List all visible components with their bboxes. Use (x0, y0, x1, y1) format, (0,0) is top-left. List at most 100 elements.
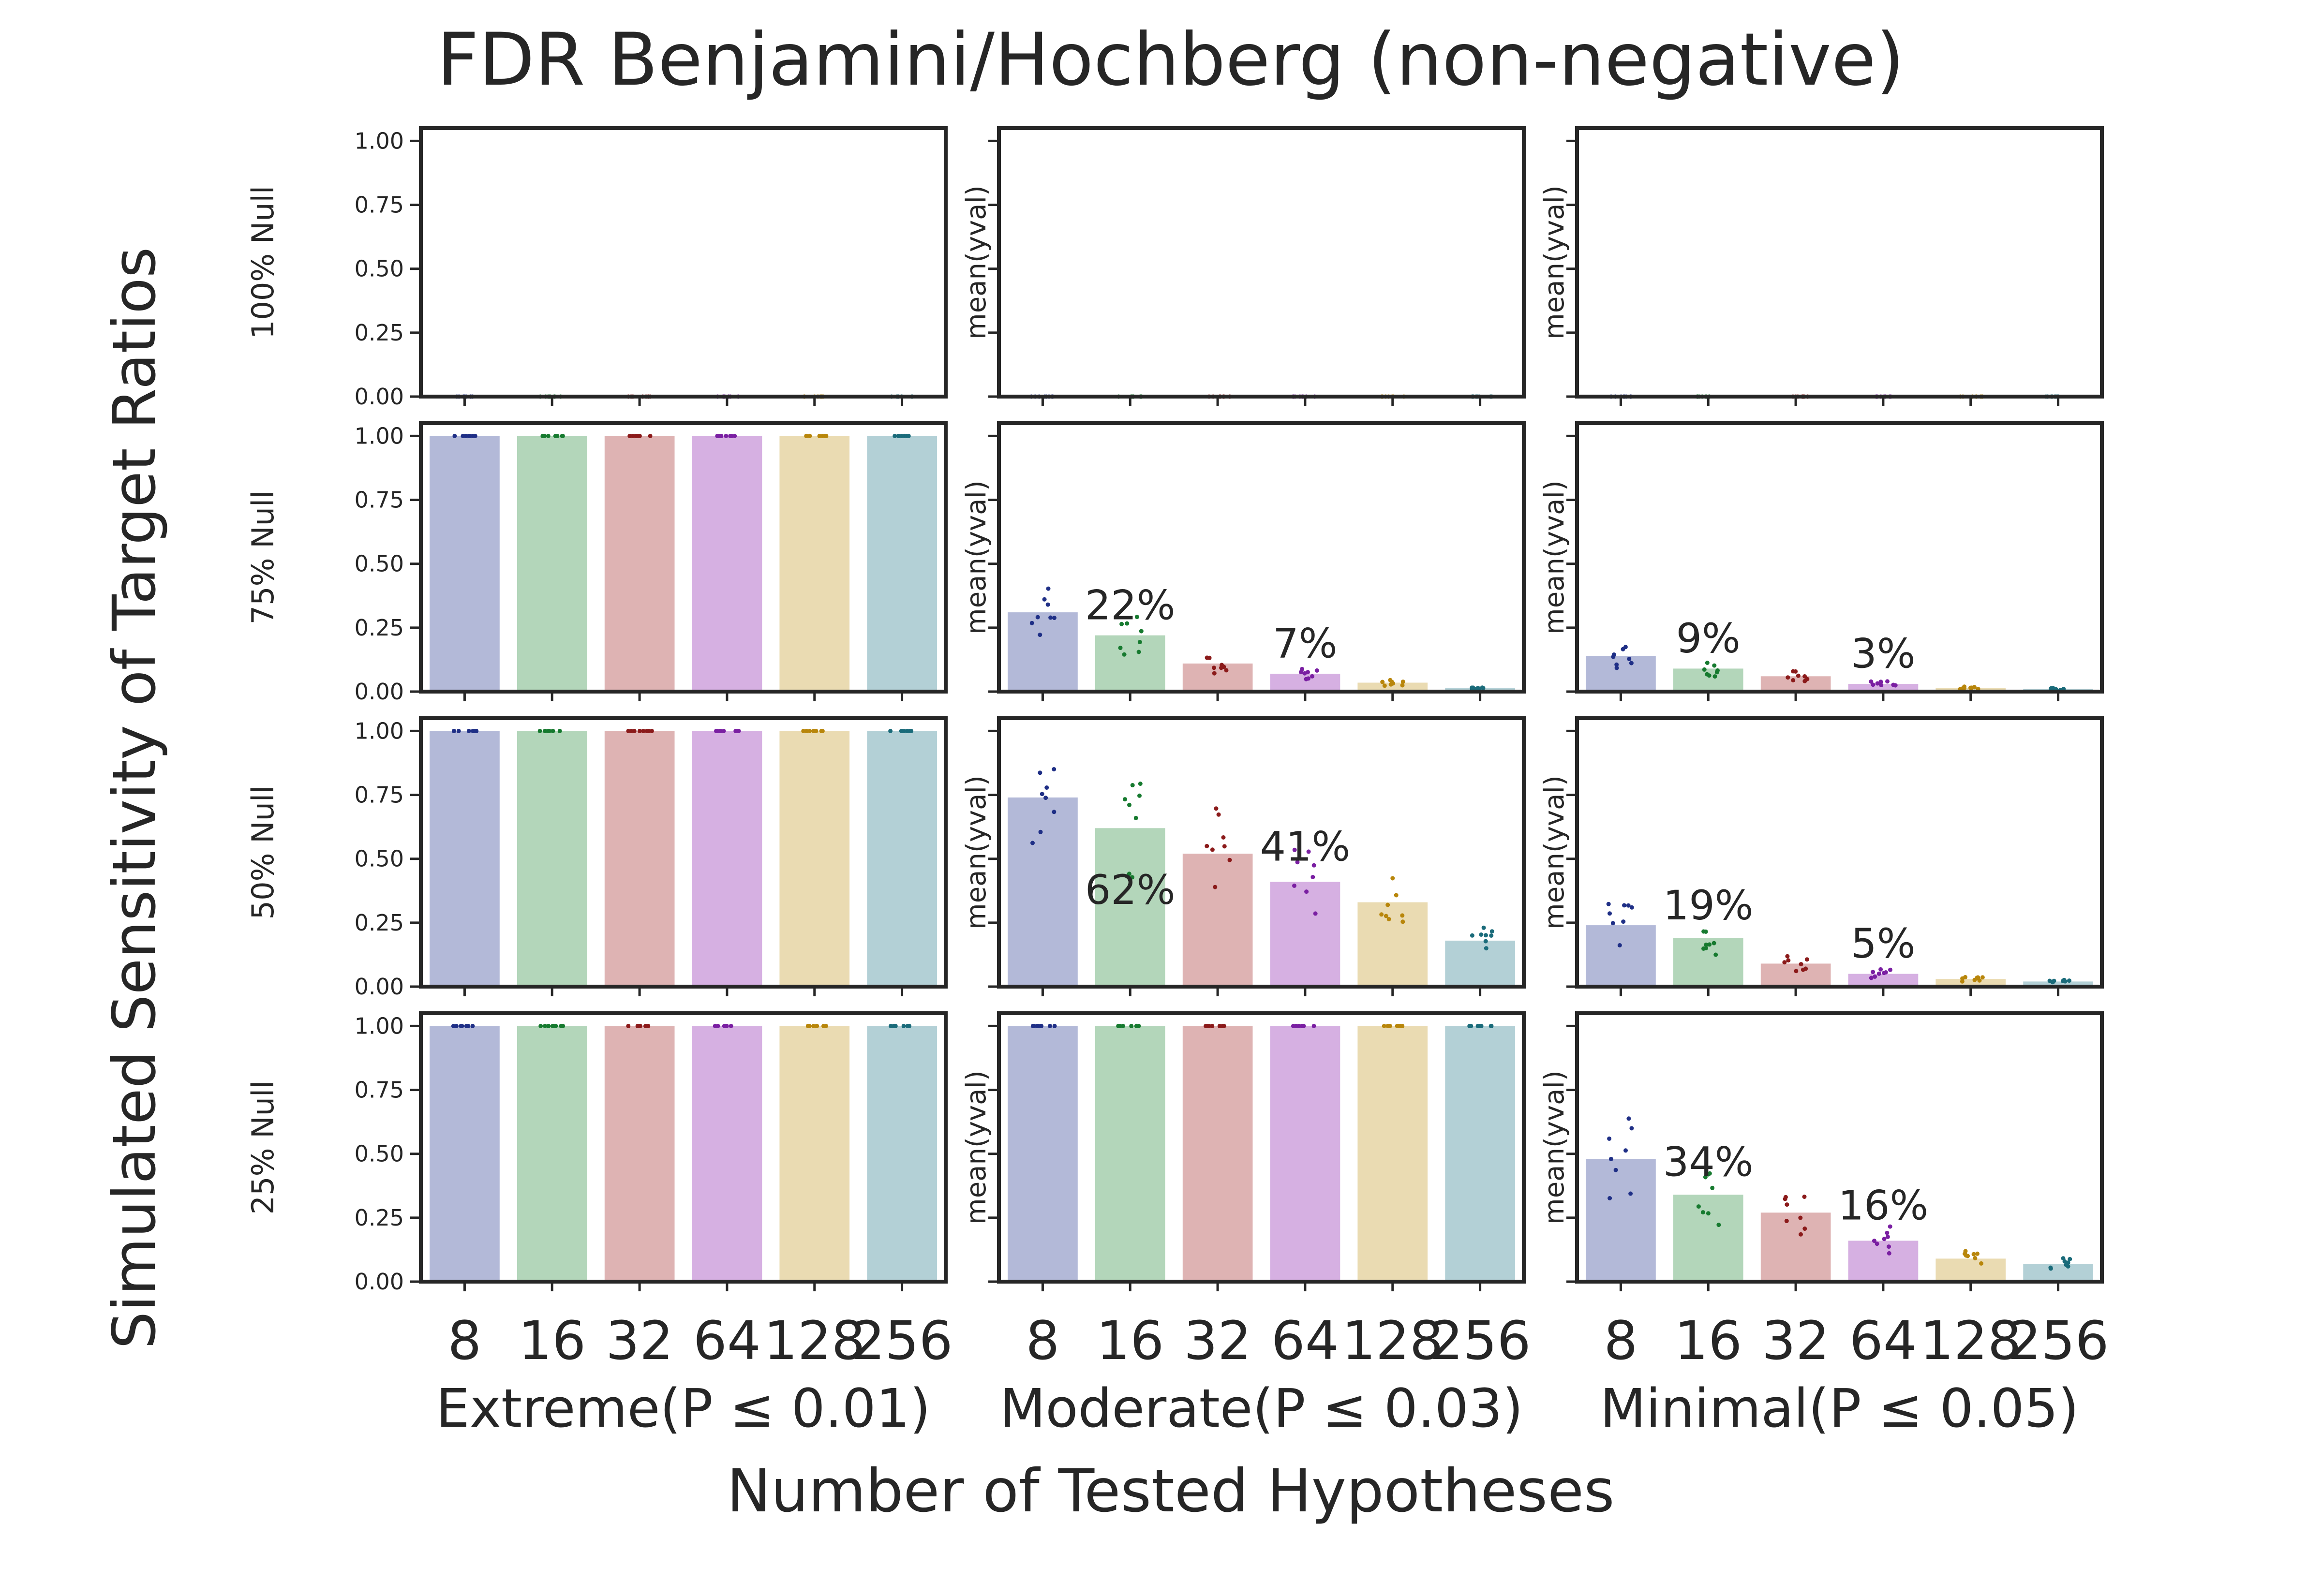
data-point (1627, 656, 1632, 661)
data-point (634, 433, 639, 438)
bar (1445, 940, 1515, 987)
facet-panel: mean(yval) 9% 3% (1539, 421, 2104, 701)
data-point (1875, 681, 1880, 686)
data-point (637, 728, 642, 733)
percent-annotation: 41% (1260, 823, 1351, 870)
data-point (1784, 1219, 1789, 1224)
data-point (1386, 917, 1391, 921)
bar (1848, 974, 1919, 987)
x-tick-label: 128 (1920, 1310, 2022, 1372)
data-point (1038, 829, 1043, 834)
data-point (1875, 1241, 1879, 1246)
data-point (1804, 957, 1809, 962)
y-tick-label: 1.00 (355, 423, 404, 449)
chart-title: FDR Benjamini/Hochberg (non-negative) (437, 18, 1904, 102)
data-point (466, 728, 471, 733)
panel-frame (419, 421, 948, 694)
panel-frame (997, 421, 1526, 694)
bar (1586, 1159, 1656, 1282)
data-point (452, 433, 457, 438)
data-point (626, 728, 631, 733)
y-tick-label: 0.00 (355, 679, 404, 705)
data-point (1882, 1237, 1887, 1241)
data-point (2064, 1262, 2069, 1267)
data-point (2061, 1256, 2066, 1261)
data-point (1705, 672, 1710, 677)
data-point (1048, 1023, 1052, 1028)
data-point (804, 728, 809, 733)
bar (692, 1026, 762, 1282)
column-label: Extreme(P ≤ 0.01) (436, 1377, 930, 1439)
bar (1270, 674, 1340, 692)
data-point (1213, 885, 1218, 889)
data-point (1127, 802, 1131, 807)
data-point (1621, 919, 1626, 924)
data-point (1885, 679, 1890, 684)
data-point (1038, 633, 1042, 637)
data-point (1801, 967, 1805, 972)
y-tick-label: 0.25 (355, 320, 404, 346)
data-point (893, 433, 897, 438)
data-point (1302, 671, 1307, 676)
bar (1357, 902, 1428, 987)
data-point (1871, 970, 1875, 975)
data-point (807, 1023, 812, 1028)
data-point (1968, 685, 1973, 690)
x-tick-label: 16 (518, 1310, 586, 1372)
inner-y-label: mean(yval) (961, 185, 992, 340)
percent-annotation: 7% (1273, 620, 1337, 667)
data-point (470, 433, 475, 438)
data-point (2068, 1256, 2072, 1261)
data-point (1400, 683, 1405, 688)
data-point (1048, 615, 1053, 620)
data-point (1716, 1223, 1721, 1227)
data-point (2050, 980, 2055, 985)
data-point (724, 433, 729, 438)
data-point (1385, 902, 1390, 907)
data-point (1965, 1254, 1970, 1258)
y-tick-label: 0.00 (355, 384, 404, 410)
data-point (1484, 946, 1488, 951)
data-point (648, 433, 653, 438)
inner-y-label: mean(yval) (961, 480, 992, 635)
data-point (1483, 939, 1488, 944)
data-point (1300, 666, 1305, 671)
y-tick-label: 0.25 (355, 910, 404, 936)
bar (1182, 854, 1253, 987)
percent-annotation: 5% (1851, 920, 1915, 967)
data-point (1888, 1224, 1892, 1229)
data-point (560, 433, 565, 438)
x-tick-label: 8 (447, 1310, 481, 1372)
y-tick-label: 0.75 (355, 487, 404, 513)
data-point (1696, 1204, 1701, 1209)
data-point (819, 728, 824, 733)
data-point (1621, 647, 1625, 651)
data-point (1042, 597, 1047, 602)
data-point (1710, 1185, 1715, 1190)
data-point (1220, 1023, 1225, 1028)
data-point (1470, 933, 1474, 938)
data-point (2062, 977, 2067, 982)
data-point (715, 433, 720, 438)
row-label: 100% Null (245, 186, 281, 339)
data-point (1138, 782, 1143, 786)
data-point (1304, 889, 1309, 894)
x-tick-label: 16 (1674, 1310, 1742, 1372)
data-point (1311, 863, 1316, 868)
data-point (735, 728, 740, 733)
data-point (1882, 971, 1887, 975)
data-point (1705, 661, 1710, 665)
data-point (543, 1023, 548, 1028)
data-point (729, 1023, 733, 1028)
data-point (1390, 876, 1395, 881)
data-point (1052, 767, 1057, 771)
data-point (1976, 975, 1980, 980)
data-point (1136, 650, 1141, 654)
data-point (1296, 1023, 1301, 1028)
data-point (537, 728, 542, 733)
data-point (901, 1023, 906, 1028)
data-point (473, 728, 477, 733)
bar (1586, 925, 1656, 987)
